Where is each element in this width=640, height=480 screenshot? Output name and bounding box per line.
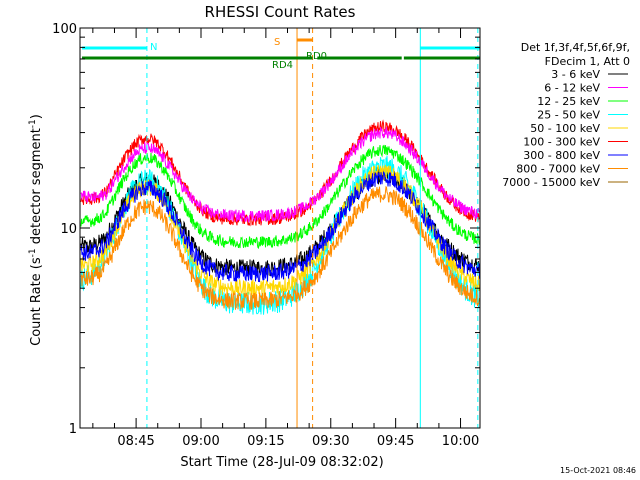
series-line-1	[80, 126, 480, 223]
legend-label: 800 - 7000 keV	[516, 163, 600, 176]
legend-label: 100 - 300 keV	[523, 136, 600, 149]
x-tick-label: 08:45	[117, 434, 154, 449]
x-tick-label: 09:00	[182, 434, 219, 449]
legend-label: 50 - 100 keV	[530, 122, 600, 135]
x-axis-ticks: 08:45 09:00 09:15 09:30 09:45 10:00	[92, 28, 479, 449]
legend-label: 12 - 25 keV	[537, 95, 600, 108]
legend-label: 25 - 50 keV	[537, 109, 600, 122]
legend-label: 3 - 6 keV	[551, 68, 600, 81]
y-tick-label: 1	[69, 422, 77, 437]
orbit-flag-label-s: S	[274, 37, 280, 48]
footer-date: 15-Oct-2021 08:46	[560, 466, 636, 475]
chart-title: RHESSI Count Rates	[205, 3, 356, 21]
legend-label: 7000 - 15000 keV	[502, 176, 600, 189]
x-tick-label: 09:45	[377, 434, 414, 449]
y-tick-label: 100	[52, 22, 77, 37]
x-tick-label: 09:15	[247, 434, 284, 449]
y-axis-ticks: 1 10 100	[52, 22, 480, 437]
flag-bars: N S RD4 RD0	[82, 37, 480, 71]
rd-flag-label-rd4: RD4	[272, 60, 293, 71]
x-axis-title: Start Time (28-Jul-09 08:32:02)	[180, 455, 383, 470]
x-tick-label: 10:00	[442, 434, 479, 449]
legend-label: 300 - 800 keV	[523, 149, 600, 162]
orbit-flag-label-n: N	[150, 42, 157, 53]
legend-label: 6 - 12 keV	[544, 82, 600, 95]
y-tick-label: 10	[60, 222, 77, 237]
x-tick-label: 09:30	[312, 434, 349, 449]
rd-flag-label-rd0: RD0	[306, 51, 327, 62]
legend-detectors-line1: Det 1f,3f,4f,5f,6f,9f,	[521, 41, 630, 54]
legend-detectors-line2: FDecim 1, Att 0	[545, 55, 630, 68]
y-axis-title: Count Rate (s-1 detector segment-1)	[28, 114, 44, 346]
